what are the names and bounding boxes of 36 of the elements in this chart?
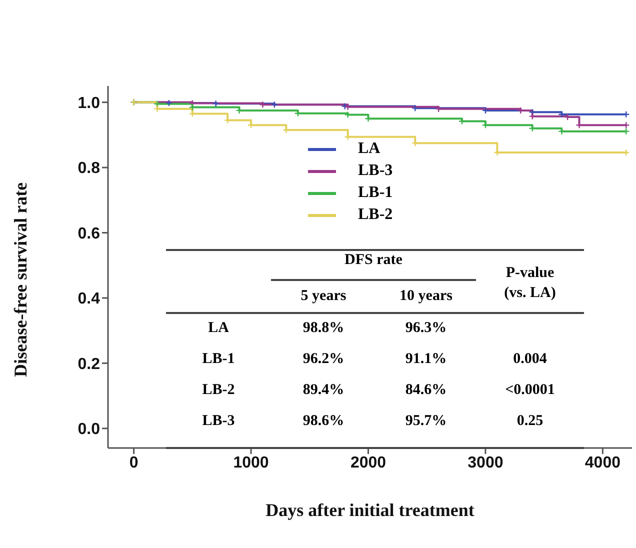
legend-label: LA: [358, 140, 380, 158]
annotation: 95.7%: [404, 412, 448, 431]
x-tick-label: 2000: [350, 454, 386, 472]
annotation: 0.004: [512, 350, 548, 369]
x-tick-label: 1000: [233, 454, 269, 472]
annotation: 84.6%: [404, 381, 448, 400]
x-tick-label: 3000: [468, 454, 504, 472]
annotation: DFS rate: [344, 251, 404, 270]
annotation: P-value (vs. LA): [503, 264, 557, 303]
annotation: LB-1: [201, 350, 236, 369]
annotation: 10 years: [398, 287, 454, 306]
annotation: <0.0001: [504, 381, 556, 400]
y-tick-label: 1.0: [78, 94, 100, 112]
annotation: LA: [207, 319, 230, 338]
y-tick-label: 0.6: [78, 225, 100, 242]
x-tick-label: 0: [129, 454, 138, 472]
annotation: 0.25: [516, 412, 544, 431]
annotation: 91.1%: [404, 350, 448, 369]
annotation: 96.3%: [404, 319, 448, 338]
legend-label: LB-1: [358, 184, 393, 202]
annotation: 89.4%: [302, 381, 346, 400]
annotation: LB-3: [201, 412, 236, 431]
annotation: 96.2%: [302, 350, 346, 369]
legend-label: LB-2: [358, 206, 393, 224]
annotation: 98.8%: [302, 319, 346, 338]
y-tick-label: 0.0: [78, 421, 100, 438]
y-tick-label: 0.2: [78, 356, 100, 373]
y-tick-label: 0.8: [78, 160, 100, 178]
annotation: LB-2: [201, 381, 236, 400]
y-axis-title: Disease-free survival rate: [10, 182, 30, 377]
legend-label: LB-3: [358, 162, 393, 180]
x-axis-title: Days after initial treatment: [266, 500, 474, 520]
annotation: 98.6%: [302, 412, 346, 431]
y-tick-label: 0.4: [78, 290, 100, 308]
x-tick-label: 4000: [584, 454, 621, 472]
annotation: 5 years: [300, 287, 348, 306]
